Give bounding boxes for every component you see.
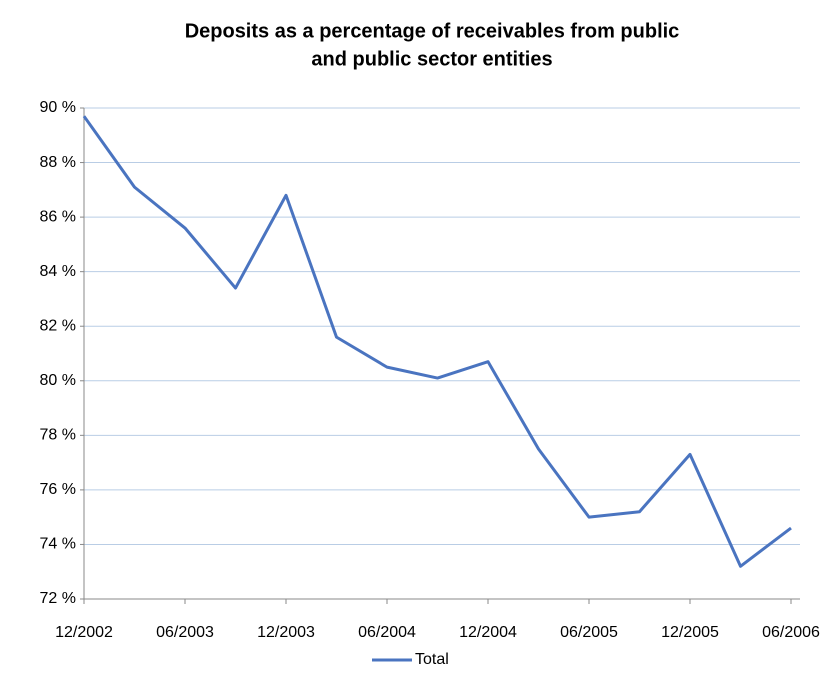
y-tick-label: 80 % xyxy=(40,372,76,389)
y-tick-label: 78 % xyxy=(40,427,76,444)
y-tick-label: 88 % xyxy=(40,154,76,171)
x-tick-label: 06/2004 xyxy=(358,624,416,641)
chart-title: Deposits as a percentage of receivables … xyxy=(185,20,680,42)
y-tick-label: 74 % xyxy=(40,536,76,553)
line xyxy=(82,115,792,568)
x-tick-label: 12/2002 xyxy=(55,624,113,641)
y-tick-label: 72 % xyxy=(40,590,76,607)
y-tick-label: 90 % xyxy=(40,99,76,116)
x-tick-label: 06/2006 xyxy=(762,624,820,641)
legend-label: Total xyxy=(415,651,449,668)
chart-title: and public sector entities xyxy=(311,48,552,70)
y-tick-label: 82 % xyxy=(40,317,76,334)
x-tick-label: 12/2005 xyxy=(661,624,719,641)
x-tick-label: 06/2003 xyxy=(156,624,214,641)
x-tick-label: 12/2003 xyxy=(257,624,315,641)
x-tick-label: 12/2004 xyxy=(459,624,517,641)
y-tick-label: 84 % xyxy=(40,263,76,280)
y-tick-label: 76 % xyxy=(40,481,76,498)
y-tick-label: 86 % xyxy=(40,208,76,225)
x-tick-label: 06/2005 xyxy=(560,624,618,641)
